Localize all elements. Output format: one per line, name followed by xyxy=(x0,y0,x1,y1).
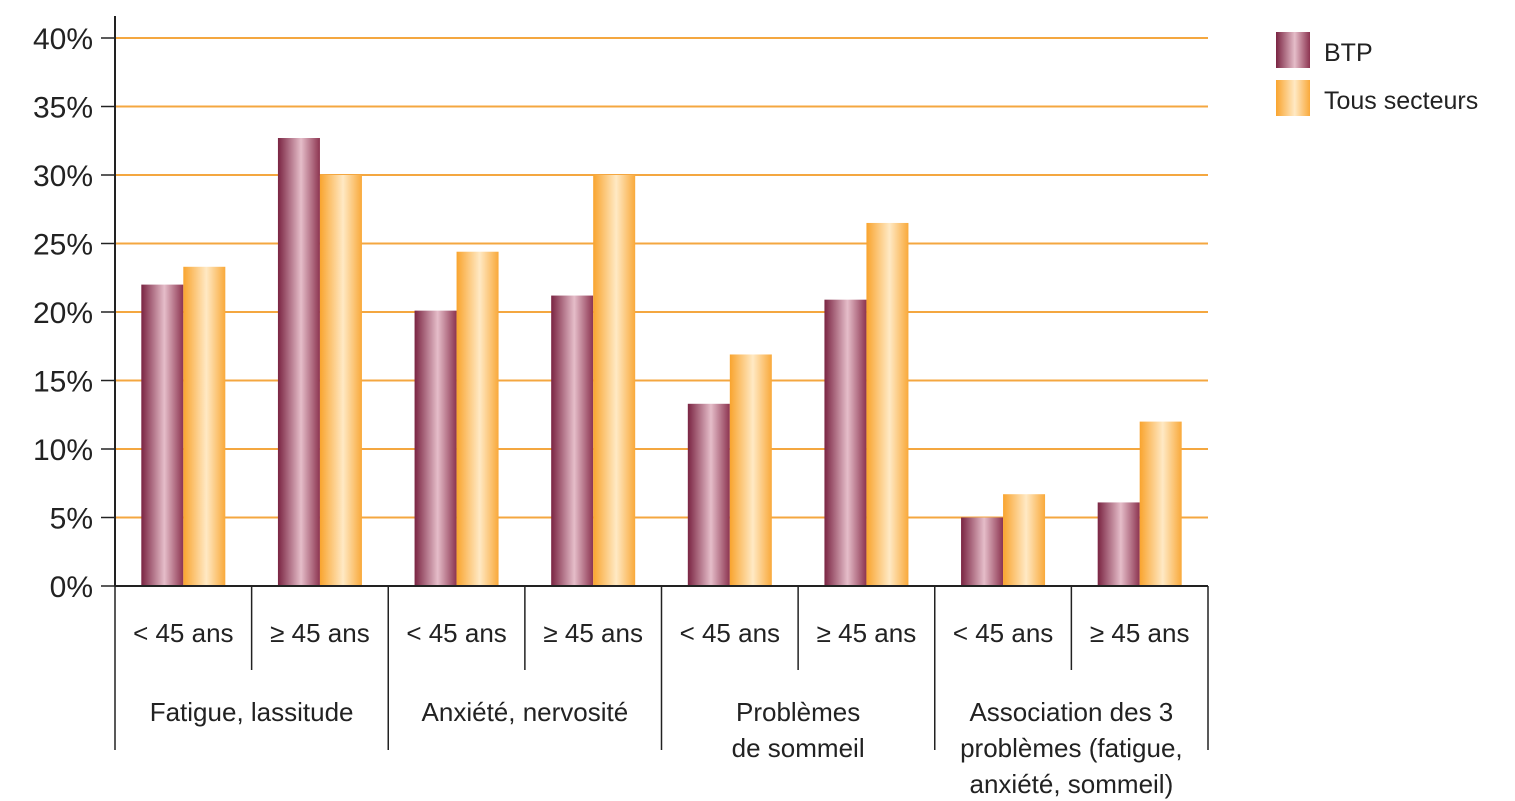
bar-btp xyxy=(414,310,457,586)
bar-btp xyxy=(1097,502,1140,586)
bar-tous-secteurs xyxy=(319,175,362,586)
category-label: < 45 ans xyxy=(133,618,233,648)
category-label: < 45 ans xyxy=(680,618,780,648)
bar-btp xyxy=(961,517,1004,586)
y-tick-label: 5% xyxy=(50,503,93,536)
bar-tous-secteurs xyxy=(1003,494,1046,586)
y-tick-label: 20% xyxy=(33,297,93,330)
legend-swatch-btp xyxy=(1276,32,1310,68)
category-label: ≥ 45 ans xyxy=(543,618,643,648)
y-tick-label: 35% xyxy=(33,92,93,125)
bar-btp xyxy=(277,138,320,586)
legend-label: BTP xyxy=(1324,39,1373,67)
bar-btp xyxy=(824,299,867,586)
bar-tous-secteurs xyxy=(183,266,226,586)
group-label: Anxiété, nervosité xyxy=(422,697,629,727)
bar-tous-secteurs xyxy=(593,175,636,586)
legend-swatch-tous-secteurs xyxy=(1276,80,1310,116)
y-tick-label: 40% xyxy=(33,23,93,56)
legend: BTP Tous secteurs xyxy=(1276,32,1478,116)
legend-label: Tous secteurs xyxy=(1324,87,1478,115)
bar-tous-secteurs xyxy=(456,251,499,586)
y-tick-label: 15% xyxy=(33,366,93,399)
group-label: Fatigue, lassitude xyxy=(150,697,354,727)
bar-tous-secteurs xyxy=(866,222,909,586)
y-tick-label: 30% xyxy=(33,160,93,193)
bars xyxy=(141,138,1182,586)
bar-tous-secteurs xyxy=(1139,421,1182,586)
group-label: Association des 3 xyxy=(969,697,1173,727)
category-label: < 45 ans xyxy=(406,618,506,648)
axis-labels: 0% 5% 10% 15% 20% 25% 30% 35% 40% < 45 ans ≥ 45 an… xyxy=(33,23,1190,799)
y-tick-label: 25% xyxy=(33,229,93,262)
bar-btp xyxy=(141,284,184,586)
bar-btp xyxy=(687,403,730,586)
bar-btp xyxy=(551,295,594,586)
group-label: de sommeil xyxy=(732,733,865,763)
category-label: ≥ 45 ans xyxy=(270,618,370,648)
category-label: < 45 ans xyxy=(953,618,1053,648)
group-label: problèmes (fatigue, xyxy=(960,733,1183,763)
y-tick-label: 10% xyxy=(33,434,93,467)
group-label: anxiété, sommeil) xyxy=(970,769,1174,799)
category-label: ≥ 45 ans xyxy=(1090,618,1190,648)
group-label: Problèmes xyxy=(736,697,860,727)
category-label: ≥ 45 ans xyxy=(817,618,917,648)
y-tick-label: 0% xyxy=(50,571,93,604)
axes xyxy=(101,16,1209,750)
bar-tous-secteurs xyxy=(729,354,772,586)
